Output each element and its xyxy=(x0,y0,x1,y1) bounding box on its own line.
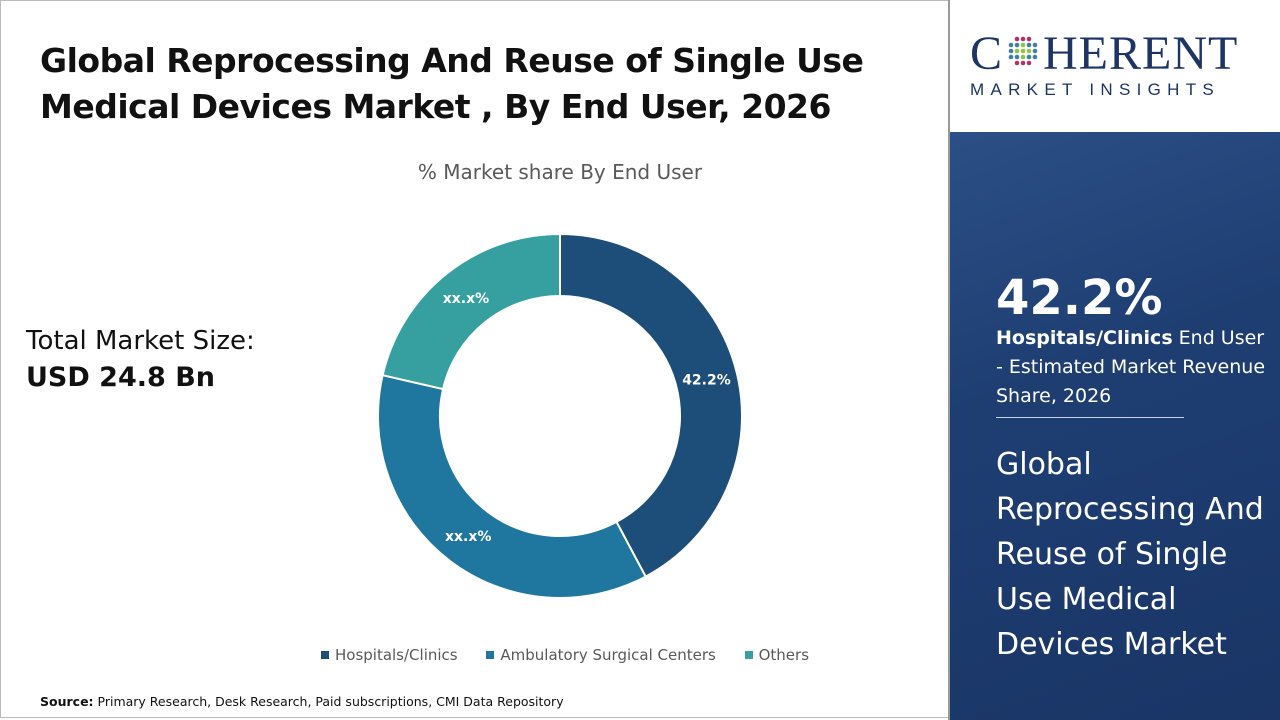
source-note: Source: Primary Research, Desk Research,… xyxy=(40,694,564,709)
legend-label: Others xyxy=(758,646,810,664)
highlight-value: 42.2% xyxy=(996,270,1163,326)
logo-dot xyxy=(1026,48,1032,54)
total-market-label: Total Market Size: xyxy=(26,326,255,356)
legend-swatch xyxy=(320,651,329,659)
logo-dot xyxy=(1014,54,1020,60)
chart-title: % Market share By End User xyxy=(417,160,703,184)
source-text: Primary Research, Desk Research, Paid su… xyxy=(97,694,564,709)
logo-dot xyxy=(1026,42,1032,48)
highlight-description: Hospitals/Clinics End User - Estimated M… xyxy=(996,324,1266,411)
logo-dot xyxy=(1020,54,1026,60)
data-label: xx.x% xyxy=(445,529,491,545)
divider xyxy=(996,417,1184,418)
page-title: Global Reprocessing And Reuse of Single … xyxy=(40,41,864,126)
logo-dot xyxy=(1008,42,1014,48)
logo-dot xyxy=(1020,60,1026,66)
donut-slice-hospitals-clinics xyxy=(559,232,743,578)
logo-dot xyxy=(1032,48,1038,54)
logo-dot xyxy=(1014,48,1020,54)
donut-chart: 42.2% xx.x% xx.x% xyxy=(377,232,743,599)
logo-dot xyxy=(1014,60,1020,66)
logo-dot xyxy=(1026,60,1032,66)
data-label: xx.x% xyxy=(443,291,489,307)
logo-dot xyxy=(1020,42,1026,48)
legend-swatch xyxy=(486,651,495,659)
logo-dot xyxy=(1008,54,1014,60)
logo-dot xyxy=(1008,48,1014,54)
legend-label: Ambulatory Surgical Centers xyxy=(500,646,716,664)
total-market-size: Total Market Size: USD 24.8 Bn xyxy=(26,326,255,393)
legend-item-ambulatory: Ambulatory Surgical Centers xyxy=(486,646,716,664)
legend-swatch xyxy=(744,651,753,659)
logo: C HERENT MARKET INSIGHTS xyxy=(970,30,1270,100)
legend-item-hospitals: Hospitals/Clinics xyxy=(320,646,458,664)
total-market-value: USD 24.8 Bn xyxy=(26,362,215,393)
logo-dot xyxy=(1032,54,1038,60)
side-panel: C HERENT MARKET INSIGHTS 42.2% Hospitals… xyxy=(948,0,1280,720)
chart-frame xyxy=(0,0,948,718)
logo-dot xyxy=(1014,36,1020,42)
logo-tagline: MARKET INSIGHTS xyxy=(970,80,1221,99)
market-name: Global Reprocessing And Reuse of Single … xyxy=(996,447,1264,662)
logo-dot xyxy=(1020,36,1026,42)
data-label: 42.2% xyxy=(682,372,731,388)
legend: Hospitals/Clinics Ambulatory Surgical Ce… xyxy=(0,646,1130,664)
logo-dot xyxy=(1020,48,1026,54)
legend-item-others: Others xyxy=(744,646,810,664)
globe-dots-icon xyxy=(1008,36,1038,66)
legend-label: Hospitals/Clinics xyxy=(334,646,458,664)
logo-dot xyxy=(1026,36,1032,42)
highlight-desc-text: End User - Estimated Market Revenue Shar… xyxy=(996,327,1266,407)
logo-dot xyxy=(1026,54,1032,60)
source-label: Source: xyxy=(40,694,94,709)
highlight-panel: 42.2% Hospitals/Clinics End User - Estim… xyxy=(950,132,1280,720)
donut-slice-ambulatory-surgical-centers xyxy=(377,373,648,599)
highlight-segment: Hospitals/Clinics xyxy=(996,327,1173,349)
logo-wordmark: C HERENT xyxy=(970,27,1239,80)
logo-dot xyxy=(1014,42,1020,48)
donut-slice-others xyxy=(381,232,561,391)
logo-dot xyxy=(1032,42,1038,48)
